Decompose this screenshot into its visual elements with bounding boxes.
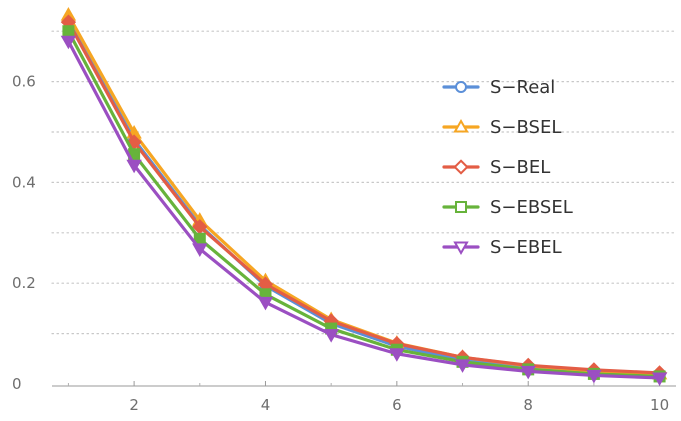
data-point [586,369,602,384]
series-line [66,20,662,375]
data-point [257,296,274,311]
data-point [192,243,208,257]
data-point [651,372,668,386]
x-tick-label: 2 [129,396,139,414]
data-point [520,365,536,380]
legend-item: S−BEL [442,157,550,178]
x-tick-label: 6 [392,396,402,414]
legend-label: S−Real [490,77,555,98]
legend-label: S−EBEL [490,237,562,258]
data-point [454,359,471,373]
legend-label: S−BEL [490,157,550,178]
legend-item: S−BSEL [442,117,561,138]
y-tick-label: 0.2 [12,274,36,292]
data-point [126,159,142,174]
legend-label: S−BSEL [490,117,561,138]
legend-label: S−EBSEL [490,197,573,218]
data-point [389,348,405,362]
series-0 [62,15,666,382]
series-layer [60,7,668,386]
y-tick-label: 0 [12,375,22,393]
legend-item: S−EBEL [442,237,562,258]
series-4 [60,35,668,386]
legend-marker [453,118,469,133]
legend-item: S−EBSEL [442,197,573,218]
legend-item: S−Real [442,77,555,98]
y-tick-label: 0.6 [12,73,36,91]
series-line [66,29,662,379]
series-1 [60,7,668,380]
data-point [323,329,339,343]
axis-layer: 2 4 6 8 10 0 0.2 0.4 0.6 [12,73,676,414]
x-tick-label: 10 [650,396,669,414]
y-tick-label: 0.4 [12,173,36,191]
series-line [66,39,662,380]
legend-marker [453,241,469,256]
series-2 [60,14,668,381]
grid-layer [51,30,677,335]
x-tick-label: 8 [523,396,533,414]
series-3 [62,25,666,383]
data-point [60,35,77,50]
legend: S−Real S−BSEL S−BEL S−EBSEL S−EBEL [442,77,573,258]
x-tick-label: 4 [261,396,271,414]
legend-marker [455,81,467,93]
legend-marker [455,201,467,213]
data-point [62,25,75,38]
legend-marker [453,159,469,175]
